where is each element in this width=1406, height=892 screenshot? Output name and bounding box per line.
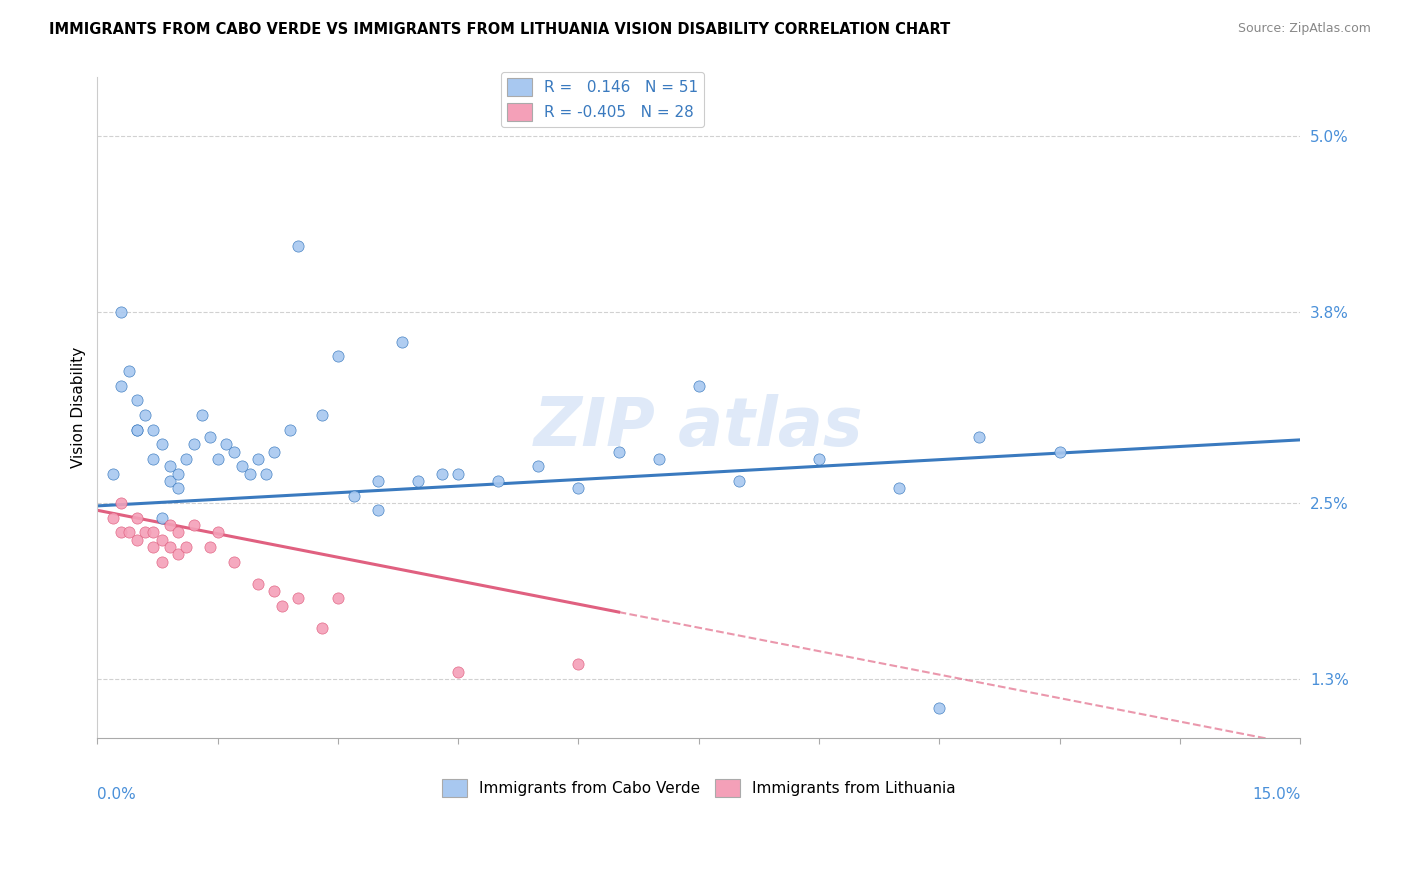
Point: [166, 467, 188, 481]
Point: [103, 467, 125, 481]
Point: [174, 452, 197, 467]
Point: [134, 408, 156, 422]
Point: [391, 334, 413, 349]
Point: [159, 518, 181, 533]
Point: [142, 525, 165, 540]
Point: [127, 423, 149, 437]
Point: [728, 474, 751, 488]
Point: [254, 467, 277, 481]
Point: [969, 430, 991, 444]
Point: [527, 459, 550, 474]
Text: 15.0%: 15.0%: [1251, 788, 1301, 802]
Legend: Immigrants from Cabo Verde, Immigrants from Lithuania: Immigrants from Cabo Verde, Immigrants f…: [436, 772, 962, 803]
Point: [127, 533, 149, 547]
Point: [142, 540, 165, 554]
Point: [207, 452, 229, 467]
Point: [142, 423, 165, 437]
Point: [103, 510, 125, 524]
Point: [222, 555, 245, 569]
Point: [214, 437, 236, 451]
Point: [808, 452, 831, 467]
Point: [166, 547, 188, 561]
Point: [1049, 444, 1071, 458]
Point: [127, 423, 149, 437]
Point: [928, 701, 950, 715]
Point: [607, 444, 630, 458]
Y-axis label: Vision Disability: Vision Disability: [72, 347, 86, 468]
Point: [486, 474, 509, 488]
Point: [239, 467, 262, 481]
Point: [127, 510, 149, 524]
Point: [263, 584, 285, 599]
Point: [447, 467, 470, 481]
Point: [367, 474, 389, 488]
Point: [343, 489, 366, 503]
Point: [567, 657, 589, 672]
Point: [889, 481, 911, 495]
Point: [134, 525, 156, 540]
Point: [246, 576, 269, 591]
Point: [287, 239, 309, 253]
Point: [326, 349, 349, 363]
Point: [190, 408, 212, 422]
Text: IMMIGRANTS FROM CABO VERDE VS IMMIGRANTS FROM LITHUANIA VISION DISABILITY CORREL: IMMIGRANTS FROM CABO VERDE VS IMMIGRANTS…: [49, 22, 950, 37]
Point: [263, 444, 285, 458]
Point: [430, 467, 453, 481]
Point: [150, 510, 173, 524]
Text: 0.0%: 0.0%: [97, 788, 136, 802]
Point: [118, 525, 141, 540]
Point: [246, 452, 269, 467]
Point: [183, 437, 205, 451]
Point: [110, 378, 132, 392]
Point: [110, 496, 132, 510]
Point: [198, 540, 221, 554]
Text: ZIP atlas: ZIP atlas: [534, 394, 863, 460]
Point: [183, 518, 205, 533]
Point: [231, 459, 253, 474]
Point: [159, 540, 181, 554]
Point: [198, 430, 221, 444]
Point: [207, 525, 229, 540]
Point: [647, 452, 669, 467]
Point: [688, 378, 710, 392]
Point: [326, 591, 349, 606]
Point: [311, 408, 333, 422]
Point: [150, 533, 173, 547]
Point: [447, 665, 470, 679]
Point: [174, 540, 197, 554]
Point: [159, 459, 181, 474]
Point: [118, 364, 141, 378]
Point: [150, 555, 173, 569]
Point: [367, 503, 389, 517]
Point: [287, 591, 309, 606]
Point: [278, 423, 301, 437]
Text: Source: ZipAtlas.com: Source: ZipAtlas.com: [1237, 22, 1371, 36]
Point: [406, 474, 429, 488]
Point: [270, 599, 292, 613]
Point: [222, 444, 245, 458]
Point: [159, 474, 181, 488]
Point: [166, 481, 188, 495]
Point: [110, 525, 132, 540]
Point: [142, 452, 165, 467]
Point: [110, 305, 132, 319]
Point: [150, 437, 173, 451]
Point: [567, 481, 589, 495]
Point: [311, 621, 333, 635]
Point: [166, 525, 188, 540]
Point: [127, 393, 149, 408]
